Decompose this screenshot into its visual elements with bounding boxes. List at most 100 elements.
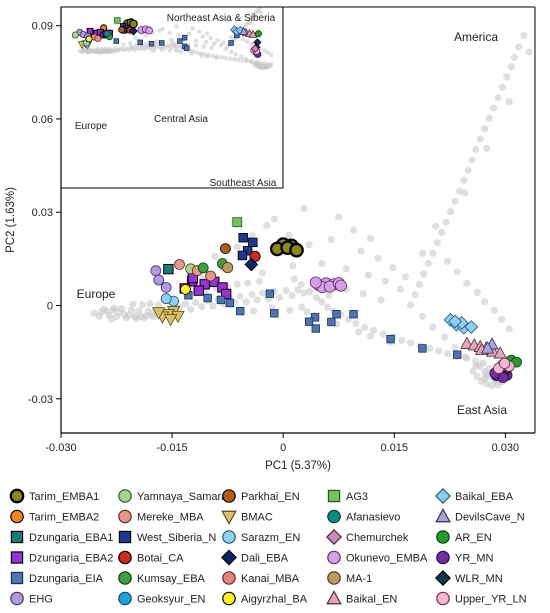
inset-background-point-asia-scatter (268, 52, 274, 58)
inset-data-point-chemurchek (250, 44, 260, 53)
inset-background-point-central-asia (214, 55, 219, 61)
legend-marker-parkhai-en (222, 489, 236, 503)
background-point-america-arm (451, 197, 459, 205)
inset-series-afanasievo (103, 30, 111, 38)
legend-item-tarim-emba2: Tarim_EMBA2 (10, 509, 99, 524)
inset-background-point-asia-scatter (120, 42, 126, 48)
legend-marker-ar-en (436, 530, 450, 544)
legend-item-chemurchek: Chemurchek (326, 529, 409, 545)
inset-background-point-europe (99, 46, 105, 52)
legend-item-okunevo-emba: Okunevo_EMBA (327, 550, 428, 565)
legend-label-baikal-eba: Baikal_EBA (455, 491, 514, 503)
background-point-central-asia (366, 332, 375, 340)
legend-label-dzungaria-eia: Dzungaria_EIA (29, 573, 104, 585)
series-dzungaria-eia (184, 289, 462, 359)
legend-marker-ag3 (327, 489, 341, 503)
region-label-america: America (454, 30, 498, 44)
background-point-america-arm (406, 301, 415, 309)
background-point-asia-scatter (490, 306, 498, 314)
data-point-west-siberia-n (237, 250, 248, 261)
legend-marker-yr-mn (436, 550, 450, 565)
background-point-america-arm (461, 189, 469, 197)
background-point-asia-scatter (318, 259, 326, 268)
inset-series-aigyrzhal-ba (85, 35, 93, 43)
legend-item-ar-en: AR_EN (436, 530, 492, 544)
inset-background-point-asia-scatter (209, 45, 215, 51)
background-point-asia-scatter (342, 265, 350, 273)
legend-label-chemurchek: Chemurchek (346, 532, 409, 544)
data-point-dzungaria-eia (418, 344, 427, 353)
legend-label-botai-ca: Botai_CA (137, 553, 184, 565)
legend-item-tarim-emba1: Tarim_EMBA1 (9, 488, 99, 504)
data-point-devilscave-n (480, 341, 495, 354)
legend-label-kanai-mba: Kanai_MBA (241, 573, 300, 585)
inset-background-point-central-asia (210, 53, 216, 59)
inset-background-point-asia-scatter (240, 36, 245, 42)
legend-item-aigyrzhal-ba: Aigyrzhal_BA (222, 591, 308, 606)
background-point-central-asia (369, 326, 378, 334)
data-point-mereke-mba (205, 270, 217, 282)
legend-item-dzungaria-eba2: Dzungaria_EBA2 (10, 551, 113, 565)
y-axis: -0.03 0 0.03 0.06 0.09 (28, 21, 61, 406)
y-tick-label: 0.09 (32, 21, 53, 33)
background-point-america-arm (505, 98, 513, 106)
inset-background-point-central-asia (189, 51, 194, 56)
legend-label-tarim-emba2: Tarim_EMBA2 (29, 512, 99, 524)
background-point-america-arm (481, 125, 489, 133)
legend-marker-bmac (221, 510, 237, 525)
background-point-europe (132, 314, 141, 323)
background-point-central-asia (233, 280, 241, 288)
background-point-america-arm (525, 48, 533, 56)
series-sarazm-en (160, 293, 179, 307)
inset-background-point-europe (85, 50, 90, 55)
background-point-america-arm (510, 53, 518, 61)
background-point-central-asia (198, 303, 206, 311)
background-point-central-asia (255, 277, 264, 285)
background-point-america-arm (485, 114, 493, 122)
data-point-dzungaria-eia (453, 350, 462, 359)
background-point-america-arm (503, 73, 511, 81)
data-point-baikal-eba (448, 314, 462, 329)
background-point-central-asia (244, 279, 252, 287)
background-point-central-asia (290, 275, 298, 283)
legend-marker-baikal-eba (435, 488, 451, 504)
legend-marker-yamnaya-samara (118, 489, 132, 503)
inset-data-point-ag3 (114, 17, 121, 24)
inset-background-point-america-arm (228, 34, 234, 40)
legend-item-yr-mn: YR_MN (436, 550, 494, 565)
background-point-europe (107, 315, 115, 323)
inset-background-point-america-arm (248, 58, 254, 64)
series-devilscave-n (480, 337, 499, 354)
legend-marker-kanai-mba (222, 571, 236, 585)
inset-series-devilscave-n (239, 26, 249, 35)
background-point-central-asia (192, 298, 200, 307)
background-point-central-asia (398, 336, 406, 344)
legend-item-ehg: EHG (10, 591, 53, 606)
x-axis-title: PC1 (5.37%) (265, 460, 331, 472)
background-point-asia-scatter (270, 215, 278, 223)
data-point-dzungaria-eia (265, 289, 275, 298)
data-point-dzungaria-eia (236, 306, 245, 316)
background-point-asia-scatter (377, 296, 385, 304)
legend-marker-chemurchek (326, 529, 342, 545)
inset-data-point-afanasievo (103, 30, 111, 38)
background-point-asia-scatter (473, 288, 481, 297)
legend-item-afanasievo: Afanasievo (327, 509, 400, 524)
legend-item-west-siberia-n: West_Siberia_N (118, 530, 216, 544)
inset-series-ag3 (114, 17, 121, 24)
inset-background-point-asia-scatter (203, 39, 209, 45)
background-point-central-asia (355, 328, 363, 336)
background-point-central-asia (306, 287, 314, 296)
legend-marker-afanasievo (327, 509, 341, 524)
legend-label-aigyrzhal-ba: Aigyrzhal_BA (241, 594, 308, 606)
legend-item-mereke-mba: Mereke_MBA (118, 509, 204, 524)
background-point-asia-scatter (381, 277, 389, 285)
background-point-asia-scatter (211, 252, 219, 260)
background-point-asia-scatter (357, 247, 365, 255)
background-point-europe (110, 304, 118, 312)
legend-marker-upper-yr-ln (436, 591, 450, 606)
background-point-america-arm (489, 104, 498, 112)
background-point-central-asia (209, 302, 217, 310)
legend-label-devilscave-n: DevilsCave_N (455, 512, 525, 524)
inset-background-point-europe (79, 49, 85, 55)
